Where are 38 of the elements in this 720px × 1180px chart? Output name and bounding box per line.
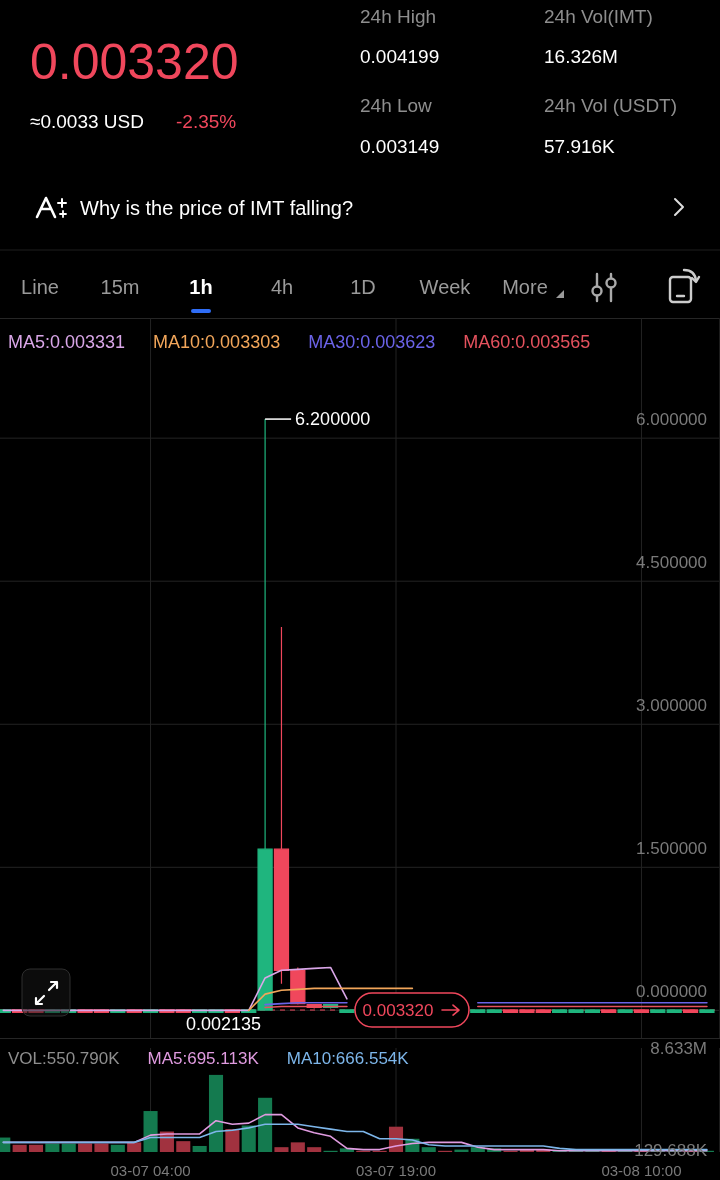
text: MA5:0.003331 — [8, 332, 126, 352]
y-tick-label: 3.000000 — [636, 695, 707, 715]
text: 24h High — [360, 6, 437, 27]
text: 0.004199 — [360, 46, 440, 67]
text: MA10:0.003303 — [153, 332, 281, 352]
y-tick-label: 1.500000 — [636, 838, 707, 858]
text: -2.35% — [176, 111, 237, 132]
y-tick-label: 8.633M — [650, 1038, 707, 1058]
text: 1D — [350, 276, 376, 298]
text: MA10:666.554K — [286, 1048, 410, 1068]
text: 24h Low — [360, 95, 433, 116]
text: MA30:0.003623 — [308, 332, 436, 352]
text: 24h Vol (USDT) — [544, 95, 678, 116]
x-tick-label: 03-07 19:00 — [355, 1161, 437, 1179]
text: 16.326M — [544, 46, 618, 67]
text: 15m — [100, 276, 140, 298]
text: More — [502, 276, 548, 298]
x-tick-label: 03-07 04:00 — [110, 1161, 191, 1179]
annotation: VOL:550.790K — [8, 1048, 121, 1068]
text: 57.916K — [544, 136, 616, 157]
text: 24h Vol(IMT) — [544, 6, 653, 27]
x-tick-label: 03-08 10:00 — [601, 1161, 682, 1179]
annotation: 6.200000 — [295, 409, 371, 430]
text: 1h — [189, 276, 213, 298]
text: 4h — [270, 276, 294, 298]
y-tick-label: 0.000000 — [636, 981, 707, 1001]
text: 0.003149 — [360, 136, 440, 157]
text: Line — [21, 276, 59, 298]
text: ≈0.0033 USD — [30, 111, 144, 132]
y-tick-label: 6.000000 — [636, 409, 707, 429]
text: Why is the price of IMT falling? — [80, 197, 354, 219]
ref-line-label: 0.003320 — [362, 1000, 434, 1020]
text: Week — [419, 276, 472, 298]
annotation: 0.002135 — [186, 1014, 262, 1035]
text: 0.003320 — [30, 34, 239, 90]
text: MA5:695.113K — [147, 1048, 260, 1068]
text: MA60:0.003565 — [463, 332, 591, 352]
y-tick-label: 4.500000 — [636, 552, 707, 572]
